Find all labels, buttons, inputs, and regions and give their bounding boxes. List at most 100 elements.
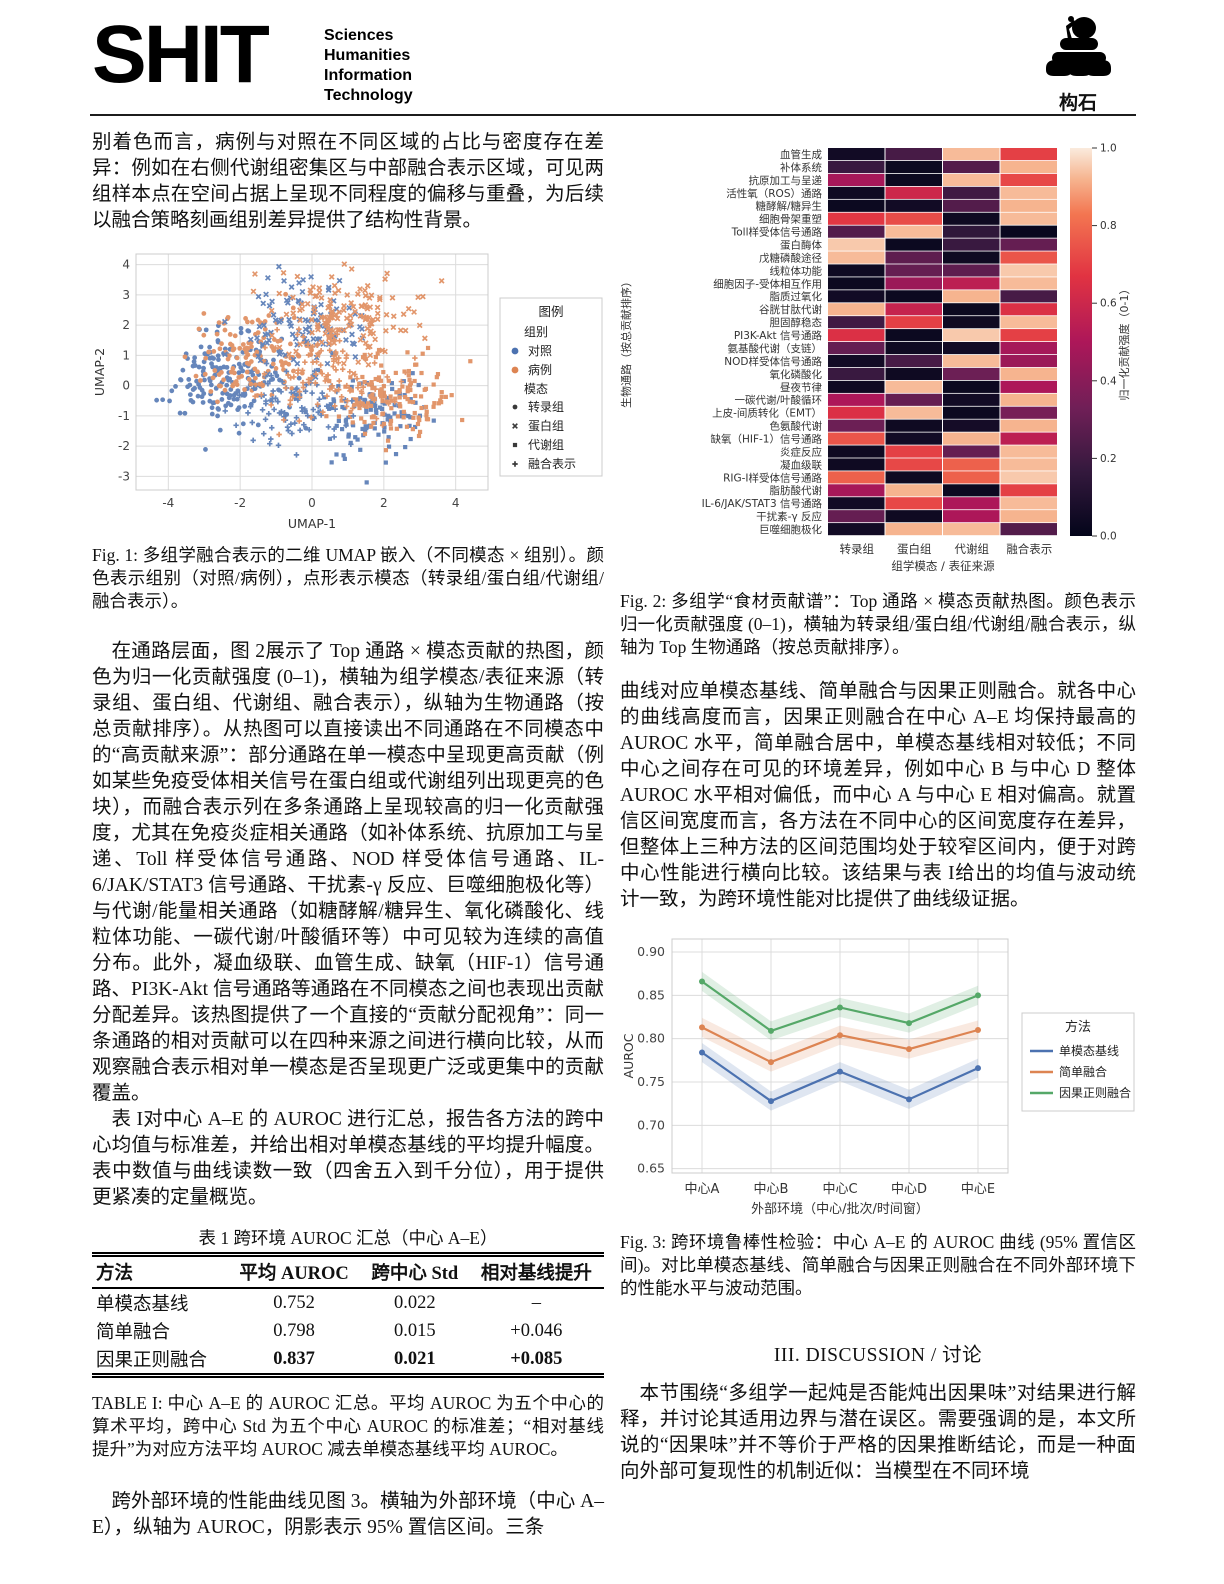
heatmap-cell bbox=[885, 354, 942, 368]
data-point bbox=[906, 1096, 912, 1103]
cell-auroc: 0.752 bbox=[273, 1292, 315, 1313]
svg-text:细胞骨架重塑: 细胞骨架重塑 bbox=[759, 213, 822, 226]
heatmap-cell bbox=[1000, 148, 1057, 161]
heatmap-cell bbox=[828, 212, 885, 225]
svg-text:谷胱甘肽代谢: 谷胱甘肽代谢 bbox=[759, 303, 822, 316]
heatmap-cell bbox=[828, 173, 885, 186]
paragraph: 曲线对应单模态基线、简单融合与因果正则融合。就各中心的曲线高度而言，因果正则融合… bbox=[620, 681, 1136, 910]
heatmap-cell bbox=[1000, 523, 1057, 536]
table-row: 简单融合 0.798 0.015 +0.046 bbox=[92, 1317, 604, 1345]
heatmap-cell bbox=[828, 148, 885, 161]
svg-text:脂质过氧化: 脂质过氧化 bbox=[770, 290, 823, 303]
logo-sub-line: Sciences bbox=[324, 27, 394, 44]
svg-text:转录组: 转录组 bbox=[528, 399, 564, 414]
x-axis-label: 组学模态 / 表征来源 bbox=[891, 559, 995, 573]
svg-text:代谢组: 代谢组 bbox=[528, 437, 564, 452]
heatmap-cell bbox=[885, 484, 942, 497]
y-axis-label: AUROC bbox=[621, 1033, 636, 1078]
heatmap-cell bbox=[828, 510, 885, 523]
svg-text:-3: -3 bbox=[118, 469, 130, 483]
svg-text:-2: -2 bbox=[118, 439, 130, 453]
heatmap-cell bbox=[943, 238, 1000, 251]
heatmap-cell bbox=[885, 406, 942, 419]
table-block: 表 1 跨环境 AUROC 汇总（中心 A–E） 方法 平均 AUROC 跨中心… bbox=[92, 1225, 604, 1378]
heatmap-cell bbox=[828, 186, 885, 199]
svg-text:活性氧（ROS）通路: 活性氧（ROS）通路 bbox=[726, 187, 822, 200]
data-point bbox=[837, 1032, 843, 1039]
col-header: 跨中心 Std bbox=[360, 1254, 469, 1289]
section-heading: III. DISCUSSION / 讨论 bbox=[773, 1345, 983, 1366]
heatmap-cell bbox=[943, 458, 1000, 471]
rock-stack-icon bbox=[1046, 16, 1111, 76]
heatmap-cell bbox=[1000, 225, 1057, 238]
publisher-stamp: 构石 bbox=[1034, 14, 1122, 115]
svg-text:0.65: 0.65 bbox=[637, 1161, 665, 1176]
heatmap-cell bbox=[828, 316, 885, 329]
heatmap-cell bbox=[1000, 471, 1057, 484]
svg-text:中心A: 中心A bbox=[685, 1182, 720, 1197]
svg-text:转录组: 转录组 bbox=[840, 542, 875, 556]
heatmap-cell bbox=[828, 484, 885, 497]
svg-text:蛋白酶体: 蛋白酶体 bbox=[780, 239, 822, 252]
svg-text:NOD样受体信号通路: NOD样受体信号通路 bbox=[724, 355, 822, 368]
heatmap-cell bbox=[943, 367, 1000, 380]
heatmap-cell bbox=[943, 523, 1000, 536]
heatmap-cell bbox=[1000, 445, 1057, 458]
heatmap-cell bbox=[1000, 290, 1057, 303]
heatmap-cell bbox=[885, 148, 942, 161]
heatmap-cell bbox=[828, 432, 885, 445]
colorbar bbox=[1070, 148, 1092, 536]
data-point bbox=[975, 1065, 981, 1072]
paragraph: 本节围绕“多组学一起炖是否能炖出因果味”对结果进行解释，并讨论其适用边界与潜在误… bbox=[620, 1383, 1136, 1482]
x-axis-label: 外部环境（中心/批次/时间窗） bbox=[751, 1201, 929, 1217]
heatmap-cell bbox=[1000, 303, 1057, 316]
heatmap-cell bbox=[943, 471, 1000, 484]
svg-text:中心B: 中心B bbox=[754, 1182, 789, 1197]
heatmap-cell bbox=[943, 354, 1000, 368]
cell-method: 因果正则融合 bbox=[96, 1351, 208, 1371]
heatmap-cell bbox=[885, 329, 942, 342]
svg-text:模态: 模态 bbox=[524, 382, 548, 396]
col-header: 方法 bbox=[92, 1254, 228, 1289]
heatmap-cell bbox=[943, 316, 1000, 329]
heatmap-cell bbox=[828, 225, 885, 238]
heatmap-cell bbox=[885, 458, 942, 471]
data-point bbox=[768, 1098, 774, 1105]
cell-method: 单模态基线 bbox=[96, 1295, 189, 1315]
svg-text:血管生成: 血管生成 bbox=[780, 148, 822, 161]
svg-text:代谢组: 代谢组 bbox=[955, 542, 990, 556]
data-point bbox=[837, 1068, 843, 1075]
plot-grid bbox=[672, 939, 1008, 1173]
heatmap-cell bbox=[828, 290, 885, 303]
colorbar-label: 归一化贡献强度（0-1） bbox=[1117, 284, 1131, 401]
heatmap-cell bbox=[828, 238, 885, 251]
data-point bbox=[975, 1027, 981, 1033]
svg-text:细胞因子-受体相互作用: 细胞因子-受体相互作用 bbox=[713, 277, 822, 290]
table1-caption: TABLE I: 中心 A–E 的 AUROC 汇总。平均 AUROC 为五个中… bbox=[92, 1393, 604, 1459]
heatmap-cell bbox=[1000, 212, 1057, 225]
heatmap-cell bbox=[1000, 277, 1057, 290]
heatmap-cell bbox=[885, 523, 942, 536]
heatmap-cell bbox=[885, 160, 942, 174]
heatmap-cell bbox=[1000, 329, 1057, 342]
cell-std: 0.015 bbox=[393, 1320, 436, 1341]
row-labels: 血管生成补体系统抗原加工与呈递活性氧（ROS）通路糖酵解/糖异生细胞骨架重塑To… bbox=[702, 148, 823, 536]
svg-text:蛋白组: 蛋白组 bbox=[897, 542, 932, 556]
paragraph: 表 I对中心 A–E 的 AUROC 进行汇总，报告各方法的跨中心均值与标准差，… bbox=[92, 1109, 604, 1208]
svg-text:炎症反应: 炎症反应 bbox=[780, 445, 822, 458]
heatmap-cell bbox=[828, 277, 885, 290]
svg-text:RIG-I样受体信号通路: RIG-I样受体信号通路 bbox=[723, 471, 822, 484]
heatmap-cell bbox=[943, 380, 1000, 393]
heatmap-cell bbox=[1000, 380, 1057, 393]
heatmap-cell bbox=[885, 445, 942, 458]
heatmap-cell bbox=[828, 458, 885, 471]
svg-text:-2: -2 bbox=[234, 496, 246, 510]
table-row: 单模态基线 0.752 0.022 – bbox=[92, 1288, 604, 1317]
svg-text:组别: 组别 bbox=[524, 325, 548, 339]
svg-text:戊糖磷酸途径: 戊糖磷酸途径 bbox=[759, 251, 822, 264]
heatmap-cell bbox=[828, 303, 885, 316]
heatmap-cell bbox=[828, 393, 885, 406]
heatmap-cell bbox=[1000, 160, 1057, 174]
